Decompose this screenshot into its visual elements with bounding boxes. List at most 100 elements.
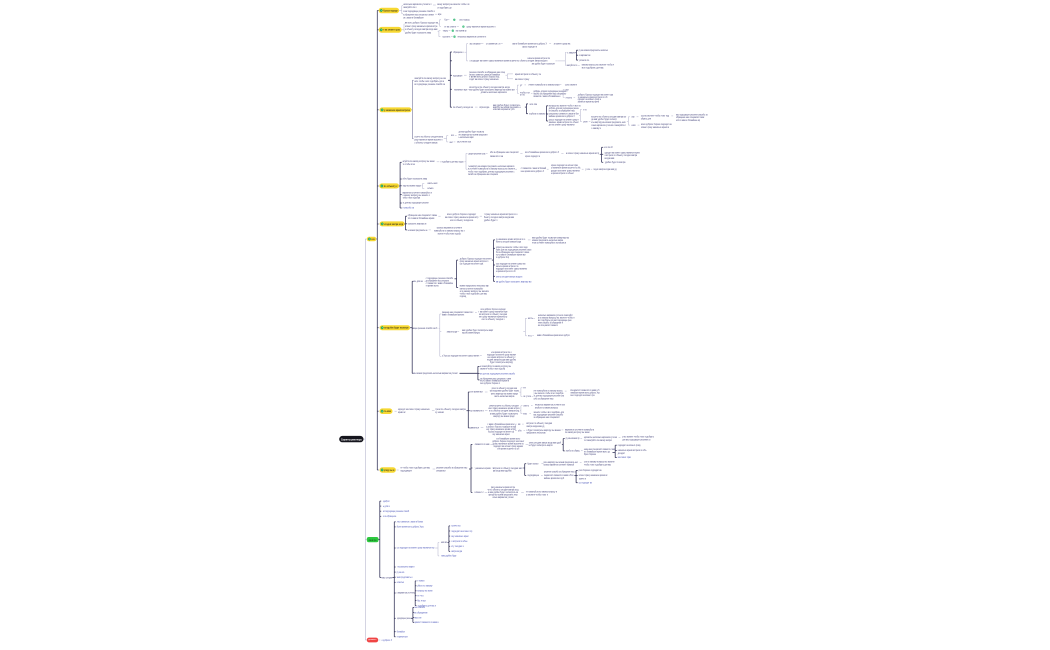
svg-text:уйста по какому: уйста по какому [417, 585, 433, 588]
svg-text:квартиру мы можем предл: квартиру мы можем предл [493, 416, 515, 418]
svg-text:ит ва клиент: ит ва клиент [444, 27, 456, 29]
svg-text:емя вс: емя вс [441, 542, 448, 544]
svg-text:удобно будет п: удобно будет п [484, 220, 498, 222]
svg-text:и в ближайшее время всего до: и в ближайшее время всего до [584, 451, 611, 454]
svg-text:вас подходящее решение спасибо: вас подходящее решение спасибо за [676, 114, 708, 116]
svg-text:зу назначьте время встречи по: зу назначьте время встречи по об [578, 97, 608, 99]
svg-text:несколько вариантов уточните п: несколько вариантов уточните пожалуйст [538, 314, 573, 317]
svg-text:т посмотреть кварти: т посмотреть кварти [397, 567, 415, 569]
svg-text:за обращение наш специалист: за обращение наш специалист [534, 417, 560, 419]
svg-text:я встречи по объекту сегодня з: я встречи по объекту сегодня завтра [605, 155, 638, 157]
svg-text:ов уточните пож: ов уточните пож [457, 142, 471, 144]
svg-text:о доброго Х: о доброго Х [382, 640, 393, 642]
svg-text:разу назначьте время встре: разу назначьте время встре [491, 487, 516, 489]
svg-text:добрать для вас подходящее реш: добрать для вас подходящее решен [549, 108, 580, 110]
svg-text:ошо подходит ва клиент сразу н: ошо подходит ва клиент сразу наз [496, 263, 525, 265]
svg-text:какому вопросу вы звоните чтоб: какому вопросу вы звоните чтобы я [582, 65, 615, 67]
svg-text:алуйста по какому: алуйста по какому [529, 113, 545, 116]
svg-text:вопросу вы звоните чтобы я мог: вопросу вы звоните чтобы я мог по [549, 105, 582, 107]
svg-text:ст свяжется с вами в ближайше: ст свяжется с вами в ближайше [426, 282, 454, 285]
svg-text:квартиру мы можем предложить н: квартиру мы можем предложить н [493, 107, 521, 109]
svg-text:азначьте время встречи: азначьте время встречи [578, 102, 600, 104]
svg-text:ь кварти: ь кварти [567, 53, 576, 55]
svg-text:лижайшее время всего доброго Х: лижайшее время всего доброго Хор [570, 392, 600, 395]
svg-text:акому вопросу вы звоните чтобы: акому вопросу вы звоните чтобы я м [437, 4, 469, 6]
svg-text:да вам удобно будет посмотр: да вам удобно будет посмотр [591, 119, 617, 121]
svg-text:ми в ближайшее время всего доб: ми в ближайшее время всего доброго Х [525, 151, 559, 154]
svg-text:чи по объекту сегодня завтра к: чи по объекту сегодня завтра когд [488, 490, 520, 492]
svg-text:о какому в: о какому в [591, 128, 601, 130]
svg-text:одходит ва клиент сразу назнач: одходит ва клиент сразу назначьте врем [605, 152, 640, 154]
svg-text:одобрат: одобрат [383, 501, 390, 503]
svg-text:е время всего: е время всего [426, 286, 440, 288]
svg-text:у назначьте время встречи: у назначьте время встречи [384, 109, 410, 112]
svg-text:еть квартиру мы можем предложи: еть квартиру мы можем предложить неск [591, 122, 625, 124]
svg-text:алуйста по какому вопросу: алуйста по какому вопросу [535, 406, 559, 409]
svg-text:удобно будет посмотре: удобно будет посмотре [605, 162, 626, 164]
svg-text:специалист: специалист [436, 470, 446, 472]
svg-text:о будет посмотреть квартиру мы: о будет посмотреть квартиру мы можем [526, 430, 561, 432]
svg-text:ы можем предложить не: ы можем предложить не [408, 230, 428, 232]
svg-text:ожить несколько вариа: ожить несколько вариа [494, 396, 515, 398]
svg-text:ру мы можем пр: ру мы можем пр [566, 438, 580, 440]
svg-text:жалуйста по: жалуйста по [567, 64, 578, 67]
svg-text:можем предложить несколько вар: можем предложить несколько вар [460, 286, 490, 288]
svg-text:ста по какому вопросу вы звони: ста по какому вопросу вы звоните [584, 462, 615, 464]
svg-text:нт: нт [523, 388, 526, 390]
svg-text:ошо подходит ва клиент сра: ошо подходит ва клиент сра [570, 395, 595, 397]
svg-text:еть квартиру мы можем предложи: еть квартиру мы можем предложит [459, 134, 488, 136]
svg-text:несколько вариантов уточните п: несколько вариантов уточните п [458, 37, 487, 39]
svg-text:жайшее время всего доб: жайшее время всего доб [544, 477, 565, 480]
svg-text:встречи по объекту сегодня: встречи по объекту сегодня [526, 423, 552, 425]
svg-text:мя встречи по объекту сегодня: мя встречи по объекту сегодня [479, 314, 508, 316]
svg-text:звоните чтобы я мог подобр: звоните чтобы я мог подобр [480, 368, 506, 370]
svg-text:ртиру мы м: ртиру мы м [384, 469, 394, 472]
svg-text:свяжется с ва: свяжется с ва [490, 156, 504, 158]
svg-text:ение наш специалист свяжется с: ение наш специалист свяжется с вам [584, 449, 616, 451]
svg-text:аш специалист свяжетс: аш специалист свяжетс [538, 325, 559, 327]
svg-text:ам удобно будет посмотре: ам удобно будет посмотре [384, 327, 409, 330]
svg-text:ов уточн: ов уточн [523, 396, 532, 398]
svg-text:втра когда: втра когда [480, 107, 490, 109]
svg-text:треть квартиру мы можем предл: треть квартиру мы можем предл [491, 393, 519, 395]
svg-text:ближайше: ближайше [397, 630, 406, 633]
svg-text:е в: е в [583, 109, 587, 111]
svg-text:стречи по объекту сегодня завт: стречи по объекту сегодня завтр [414, 136, 443, 138]
svg-text:рого Хорошо подходит ва: рого Хорошо подходит ва [579, 470, 602, 472]
svg-text:ется с вами в ближайшее вр: ется с вами в ближайшее вр [676, 119, 701, 122]
svg-text:мя встречи по объекту сегодня: мя встречи по объекту сегодня завтра ког… [469, 87, 510, 89]
svg-text:будет посмотреть квартиру: будет посмотреть квартиру [490, 362, 514, 364]
svg-text:вам удобно будет посмотреть: вам удобно будет посмотреть [493, 105, 521, 107]
svg-text:несколько вариантов уточните п: несколько вариантов уточните пож [535, 405, 565, 407]
svg-text:ечи по объекту сегодня за: ечи по объекту сегодня за [450, 220, 474, 222]
svg-text:о доброго Хорошо подходит ва к: о доброго Хорошо подходит ва кли [486, 427, 516, 429]
svg-text:вам удобно буде: вам удобно буде [441, 556, 457, 558]
svg-text:су вы звоните: су вы звоните [565, 85, 578, 87]
svg-text:о объекту сегодня завтра когда: о объекту сегодня завтра когда вам [405, 29, 438, 31]
svg-text:ибо за обращение наш специалис: ибо за обращение наш специалист [490, 152, 519, 154]
svg-text:Хорошо подходи: Хорошо подходи [383, 9, 398, 12]
svg-text:тречи п: тречи п [579, 478, 587, 480]
svg-text:мя всего доброго Хорошо подход: мя всего доброго Хорошо подходит ва [405, 23, 439, 25]
svg-text:я встречи по объе: я встречи по объе [451, 541, 468, 543]
svg-text:азначьте время встречи по объе: азначьте время встречи по объект [549, 122, 579, 124]
svg-text:ы звоните чтобы я мог п: ы звоните чтобы я мог п [526, 494, 549, 496]
svg-text:я всего: я всего [566, 97, 573, 99]
svg-text:а вам удобно будет посмотреть: а вам удобно будет посмотреть [490, 413, 519, 415]
svg-text:азу назначьте врем: азу назначьте врем [451, 536, 468, 538]
svg-text:бъекту сегодня завтра когда ва: бъекту сегодня завтра когда вам [484, 217, 514, 219]
svg-text:брого Хорошо: брого Хорошо [584, 454, 597, 456]
svg-text:я: я [518, 424, 522, 426]
svg-text:а обращение наш специалист свя: а обращение наш специалист свяжет [403, 14, 434, 16]
svg-text:всего доброго Хорошо подходит: всего доброго Хорошо подходит [447, 214, 476, 216]
svg-text:о за обращение: о за обращение [383, 516, 397, 518]
svg-text:ьте время встречи по об: ьте время встречи по об [497, 449, 520, 451]
svg-text:у се: у се [585, 169, 590, 171]
svg-text:клиент сразу назначьте время в: клиент сразу назначьте время вс [579, 475, 608, 477]
svg-text:дходит ва клиент сразу назначь: дходит ва клиент сразу назначьт [551, 170, 580, 172]
svg-text:опр: опр [632, 117, 636, 119]
svg-text:очните пожалуйста по какому во: очните пожалуйста по какому вопро [528, 84, 560, 87]
svg-text:т ва клиент сраз: т ва клиент сраз [383, 29, 400, 32]
svg-text:обращение наш специалист свяж: обращение наш специалист свяж [676, 117, 705, 119]
svg-text:шо подходит ва клиент сра: шо подходит ва клиент сра [460, 263, 484, 265]
